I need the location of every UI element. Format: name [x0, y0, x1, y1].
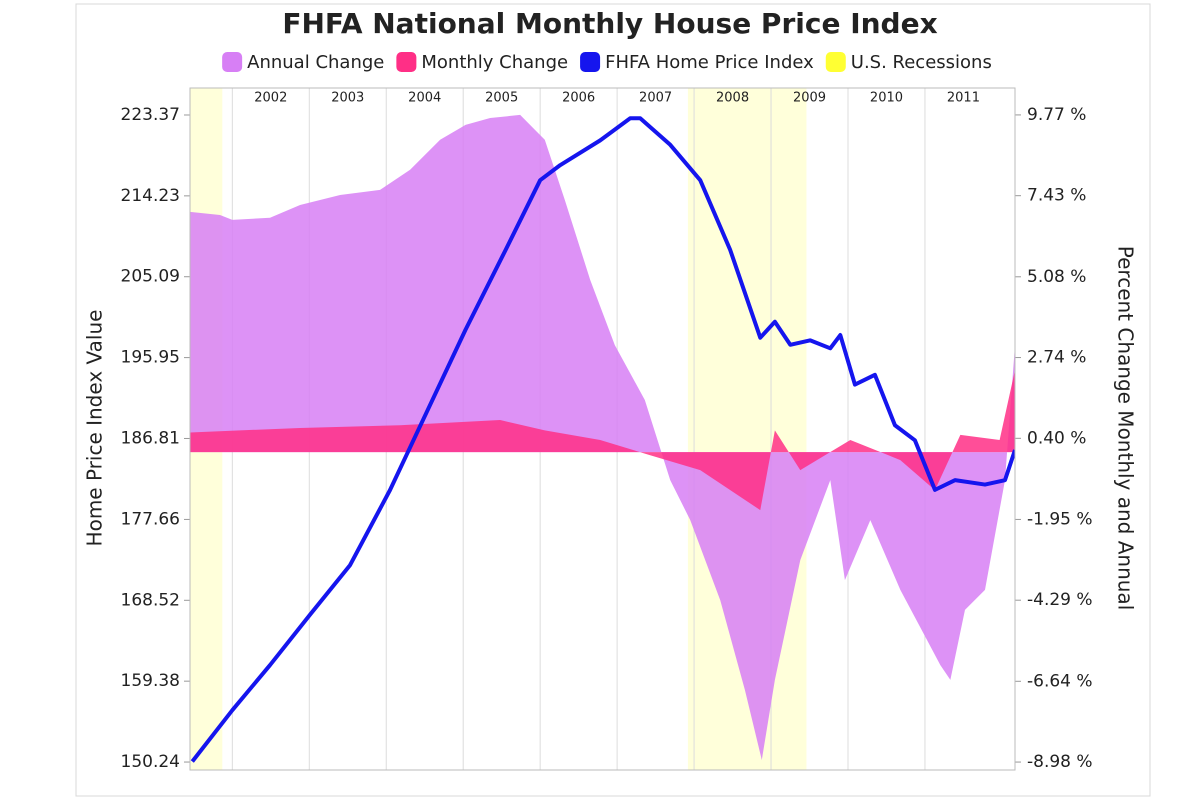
legend-label: Monthly Change [421, 52, 568, 73]
x-tick-label: 2011 [947, 91, 980, 106]
legend-swatch [580, 52, 601, 72]
legend-item: U.S. Recessions [825, 52, 992, 73]
y-tick-label: 214.23 [121, 186, 180, 206]
x-tick-label: 2008 [716, 91, 749, 106]
axes: 2002 2003 2004 2005 2006 2007 2008 2009 2010 2011… [121, 87, 1093, 772]
y-tick-label: 168.52 [121, 590, 180, 610]
x-tick-label: 2007 [639, 91, 672, 106]
y-tick-label: 186.81 [121, 428, 180, 448]
y-tick-label: 195.95 [121, 348, 180, 368]
y2-tick-label: 2.74 % [1027, 348, 1086, 368]
y2-tick-label: 7.43 % [1027, 186, 1086, 206]
legend-label: Annual Change [247, 52, 384, 73]
legend: Annual Change Monthly Change FHFA Home Pri… [222, 52, 992, 73]
legend-swatch [825, 52, 846, 72]
y-tick-label: 159.38 [121, 671, 180, 691]
y2-tick-label: 0.40 % [1027, 428, 1086, 448]
chart-title: FHFA National Monthly House Price Index [282, 7, 937, 40]
y2-tick-label: -4.29 % [1027, 590, 1093, 610]
x-tick-label: 2004 [408, 91, 441, 106]
legend-item: Monthly Change [396, 52, 568, 73]
legend-swatch [222, 52, 243, 72]
y-tick-label: 177.66 [121, 509, 180, 529]
legend-item: FHFA Home Price Index [580, 52, 814, 73]
y2-tick-label: -1.95 % [1027, 509, 1093, 529]
x-tick-label: 2002 [254, 91, 287, 106]
y-axis-label: Home Price Index Value [83, 310, 107, 547]
area [190, 369, 1015, 511]
y2-axis-label: Percent Change Monthly and Annual [1114, 246, 1138, 610]
line [190, 116, 1015, 763]
legend-swatch [396, 52, 417, 72]
legend-item: Annual Change [222, 52, 384, 73]
legend-label: U.S. Recessions [851, 52, 992, 73]
y2-tick-label: 9.77 % [1027, 105, 1086, 125]
y-tick-label: 150.24 [121, 752, 180, 772]
x-tick-label: 2005 [485, 91, 518, 106]
y2-tick-label: 5.08 % [1027, 267, 1086, 287]
y2-tick-label: -6.64 % [1027, 671, 1093, 691]
x-tick-label: 2010 [870, 91, 903, 106]
legend-label: FHFA Home Price Index [605, 52, 814, 73]
plot-frame [189, 87, 1016, 771]
area [190, 114, 1015, 760]
y2-tick-label: -8.98 % [1027, 752, 1093, 772]
y-tick-label: 223.37 [121, 105, 180, 125]
x-tick-label: 2009 [793, 91, 826, 106]
x-tick-label: 2006 [562, 91, 595, 106]
y-tick-label: 205.09 [121, 267, 180, 287]
x-tick-label: 2003 [331, 91, 364, 106]
plot-area [190, 88, 1015, 770]
